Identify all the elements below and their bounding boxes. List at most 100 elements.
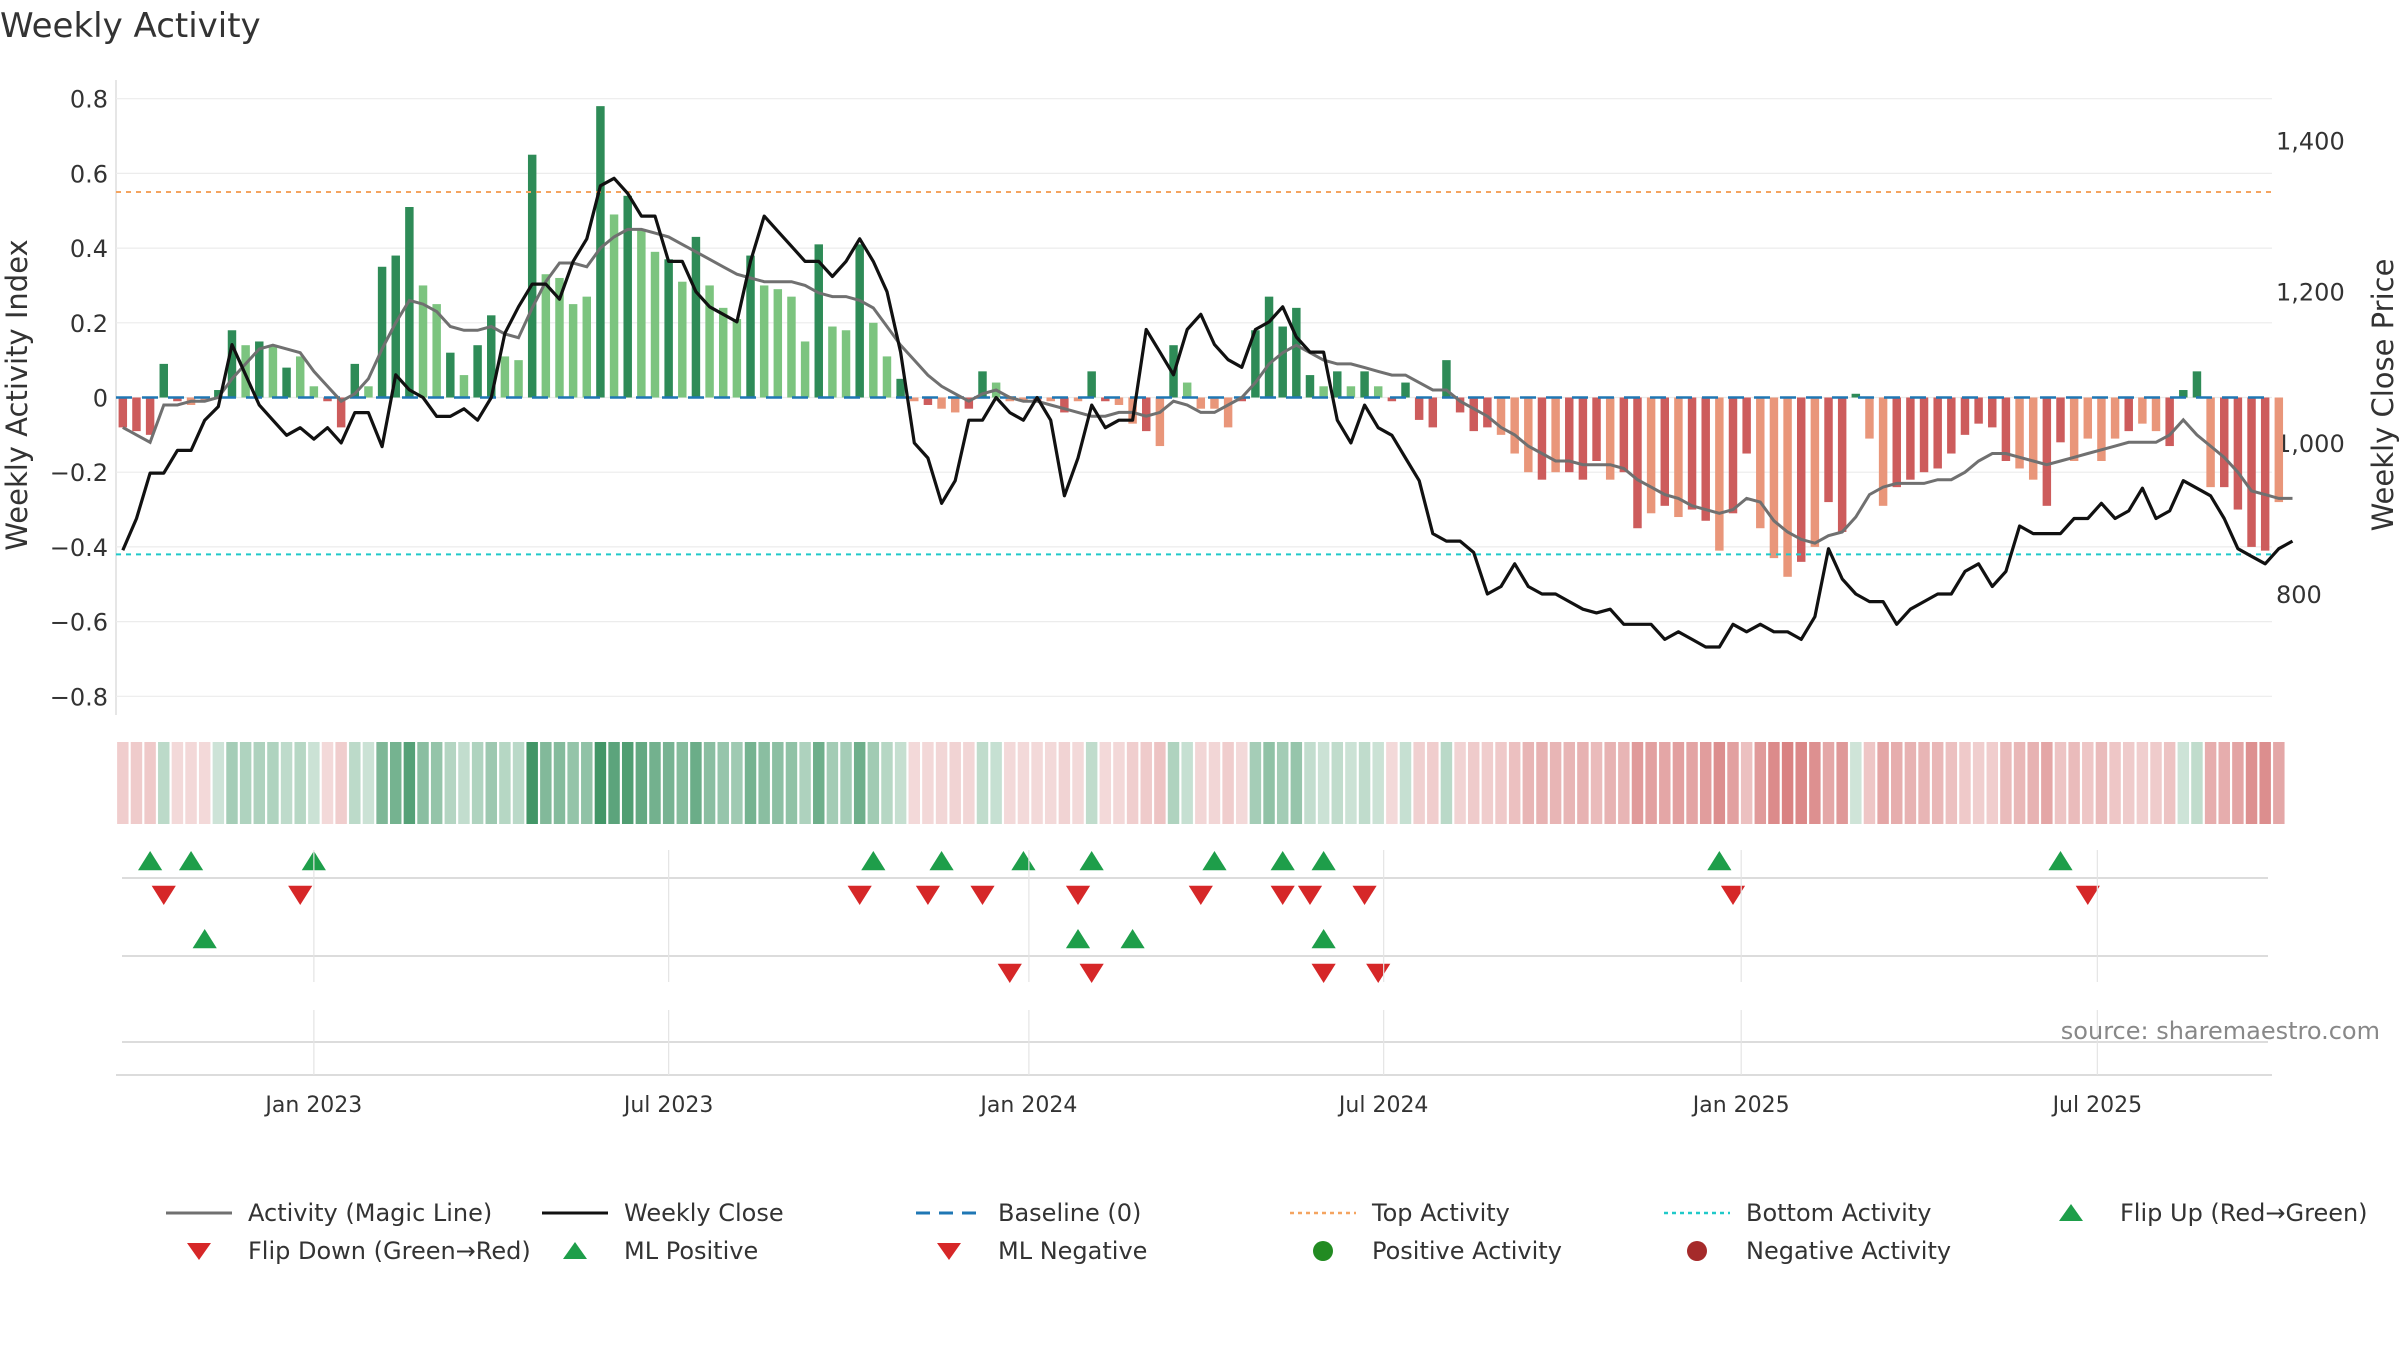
activity-bars (118, 106, 2284, 577)
legend-item-weekly-close[interactable]: Weekly Close (540, 1195, 784, 1231)
activity-bar (1810, 397, 1820, 547)
activity-bar (855, 244, 864, 398)
activity-bar (691, 236, 701, 398)
activity-chart: 0.8 0.6 0.4 0.2 0 −0.2 −0.4 −0.6 −0.8 1,400 1,200… (0, 80, 2400, 1118)
activity-bar (623, 195, 632, 398)
legend-item-ml-negative[interactable]: ML Negative (914, 1233, 1147, 1269)
activity-bar (1483, 397, 1492, 428)
x-tick-label: Jul 2023 (622, 1093, 714, 1118)
activity-bar (268, 345, 278, 398)
heat-cell (1154, 742, 1166, 824)
heat-cell (894, 742, 907, 824)
activity-bar (1278, 326, 1287, 398)
legend-item-baseline[interactable]: Baseline (0) (914, 1195, 1141, 1231)
heat-cell (2027, 742, 2039, 824)
heat-cell (485, 742, 497, 824)
y-tick-label: −0.2 (50, 459, 108, 487)
activity-bar (2056, 397, 2065, 443)
heat-cell (1918, 742, 1930, 824)
heat-cell (1208, 742, 1221, 824)
activity-bar (1414, 397, 1424, 420)
legend-label: Baseline (0) (998, 1199, 1142, 1227)
heat-cell (1522, 742, 1535, 824)
activity-bar (1851, 393, 1861, 398)
heat-cell (1686, 742, 1698, 824)
heat-cell (2177, 742, 2190, 824)
heat-cell (1358, 742, 1371, 824)
activity-bar (1837, 397, 1847, 532)
heat-cell (185, 742, 197, 824)
activity-bar (1373, 386, 1383, 398)
heat-cell (1754, 742, 1767, 824)
activity-bar (309, 386, 319, 398)
flip-up-marker (929, 851, 954, 871)
heat-cell (2122, 742, 2135, 824)
activity-bar (1537, 397, 1547, 480)
circle-red-icon (1662, 1233, 1732, 1269)
activity-bar (910, 397, 919, 402)
flip-up-marker (1311, 851, 1336, 871)
ml-negative-marker (1366, 963, 1391, 983)
close-line-swatch-icon (540, 1195, 610, 1231)
ml-positive-marker (1065, 929, 1091, 949)
flip-up-marker (1079, 851, 1104, 871)
heat-cell (349, 742, 361, 824)
legend-item-bottom-activity[interactable]: Bottom Activity (1662, 1195, 1931, 1231)
heat-cell (1222, 742, 1234, 824)
heat-cell (690, 742, 702, 824)
heat-cell (1727, 742, 1739, 824)
heat-cell (526, 742, 538, 824)
activity-bar (432, 304, 441, 398)
ml-negative-marker (997, 963, 1022, 983)
activity-bar (527, 154, 537, 398)
activity-bar (596, 106, 605, 398)
activity-bar (2015, 397, 2024, 469)
legend-item-magic-line[interactable]: Activity (Magic Line) (164, 1195, 492, 1231)
activity-bar (1387, 397, 1397, 402)
legend-item-negative-activity[interactable]: Negative Activity (1662, 1233, 1951, 1269)
activity-bar (1524, 397, 1533, 473)
activity-bar (145, 397, 155, 435)
activity-bar (1264, 296, 1274, 398)
heat-cell (1372, 742, 1384, 824)
activity-bar (1155, 397, 1165, 447)
legend-item-flip-down[interactable]: Flip Down (Green→Red) (164, 1233, 531, 1269)
activity-bar (118, 397, 128, 428)
heat-cell (198, 742, 211, 824)
legend-label: Activity (Magic Line) (248, 1199, 493, 1227)
y-tick-label: 0 (93, 385, 108, 413)
activity-bar (159, 363, 168, 398)
activity-bar (391, 255, 400, 398)
heat-cell (867, 742, 880, 824)
heat-cell (567, 742, 579, 824)
legend-item-flip-up[interactable]: Flip Up (Red→Green) (2036, 1195, 2368, 1231)
activity-bar (500, 356, 510, 398)
heat-cell (635, 742, 648, 824)
activity-bar (1715, 397, 1724, 551)
activity-bar (609, 214, 619, 398)
activity-bar (200, 397, 209, 402)
heat-cell (2259, 742, 2271, 824)
legend-item-top-activity[interactable]: Top Activity (1288, 1195, 1510, 1231)
flip-up-marker (1202, 851, 1227, 871)
activity-bar (514, 360, 523, 398)
heat-cell (935, 742, 948, 824)
heat-cell (717, 742, 729, 824)
flip-down-marker (847, 885, 872, 905)
y2-tick-label: 1,400 (2276, 127, 2345, 155)
heat-cell (1781, 742, 1794, 824)
heat-cell (171, 742, 184, 824)
heat-cell (1672, 742, 1685, 824)
activity-bar (323, 397, 332, 402)
activity-bar (2206, 397, 2215, 488)
activity-bar (1687, 397, 1697, 510)
activity-bar (1878, 397, 1888, 506)
activity-bar (1646, 397, 1656, 514)
y-tick-label: 0.4 (70, 235, 108, 263)
activity-bar (1960, 397, 1970, 435)
chart-title: Weekly Activity (0, 6, 261, 46)
activity-bar (1974, 397, 1983, 424)
legend-item-ml-positive[interactable]: ML Positive (540, 1233, 758, 1269)
legend-item-positive-activity[interactable]: Positive Activity (1288, 1233, 1562, 1269)
heat-cell (963, 742, 975, 824)
